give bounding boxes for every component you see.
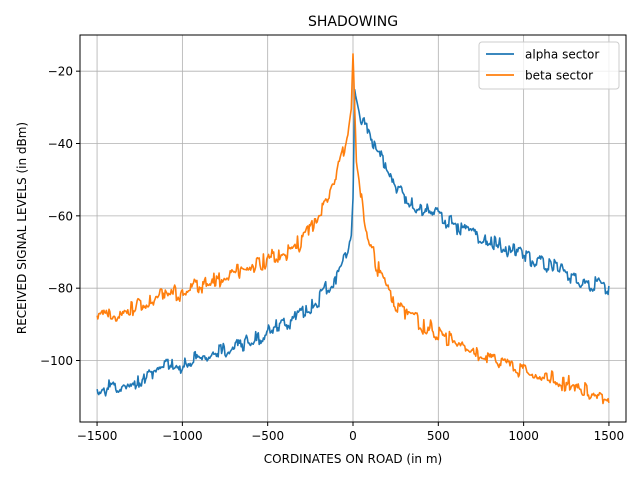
legend: alpha sector beta sector (478, 41, 620, 90)
x-tick-label: 1000 (508, 429, 539, 443)
x-tick-label: 0 (349, 429, 357, 443)
y-tick-label: −80 (48, 282, 73, 296)
y-axis-label: RECEIVED SIGNAL LEVELS (in dBm) (15, 122, 29, 334)
series-line-beta (96, 53, 610, 405)
series-lines (96, 53, 610, 405)
x-tick-label: 500 (427, 429, 450, 443)
x-tick-label: −1000 (162, 429, 203, 443)
legend-label-beta: beta sector (525, 69, 593, 83)
chart-title: SHADOWING (308, 14, 398, 30)
x-tick-label: −500 (251, 429, 284, 443)
y-tick-label: −60 (48, 209, 73, 223)
grid-lines (80, 35, 626, 422)
x-tick-label: 1500 (594, 429, 625, 443)
y-tick-label: −100 (40, 354, 73, 368)
y-tick-label: −40 (48, 137, 73, 151)
axis-ticks: −1500 −1000 −500 0 500 1000 1500 −100 −80 −60 −40 −… (40, 65, 624, 443)
y-tick-label: −20 (48, 65, 73, 79)
x-axis-label: CORDINATES ON ROAD (in m) (264, 452, 442, 466)
x-tick-label: −1500 (77, 429, 118, 443)
series-line-alpha (96, 88, 610, 397)
legend-label-alpha: alpha sector (525, 48, 599, 62)
